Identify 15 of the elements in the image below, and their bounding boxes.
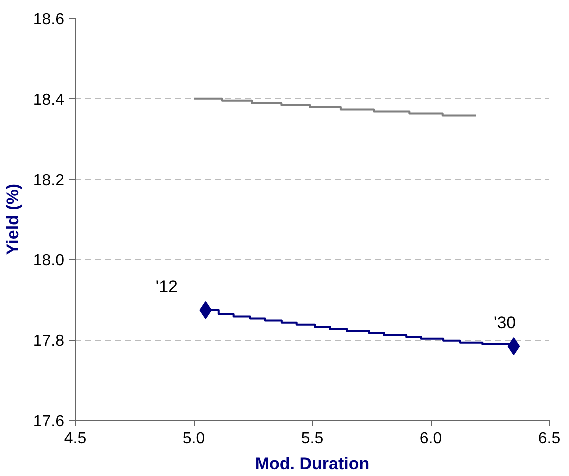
y-tick-label: 17.6 [33, 414, 65, 430]
y-tick-label: 18.4 [33, 92, 65, 109]
x-axis-title: Mod. Duration [255, 454, 370, 474]
x-tick-label: 5.0 [182, 430, 206, 448]
y-tick-label: 18.0 [33, 252, 65, 270]
x-tick-label: 6.0 [420, 430, 442, 448]
y-axis-title: Yield (%) [3, 184, 22, 256]
x-tick-label: 4.5 [64, 430, 87, 448]
y-tick-label: 18.2 [33, 172, 65, 190]
y-tick-label: 18.6 [33, 12, 65, 28]
y-tick-label: 17.8 [33, 333, 65, 350]
x-tick-label: 6.5 [538, 430, 561, 448]
annotation: '12 [156, 277, 178, 296]
x-tick-label: 5.5 [301, 430, 324, 448]
annotation: '30 [494, 314, 516, 333]
